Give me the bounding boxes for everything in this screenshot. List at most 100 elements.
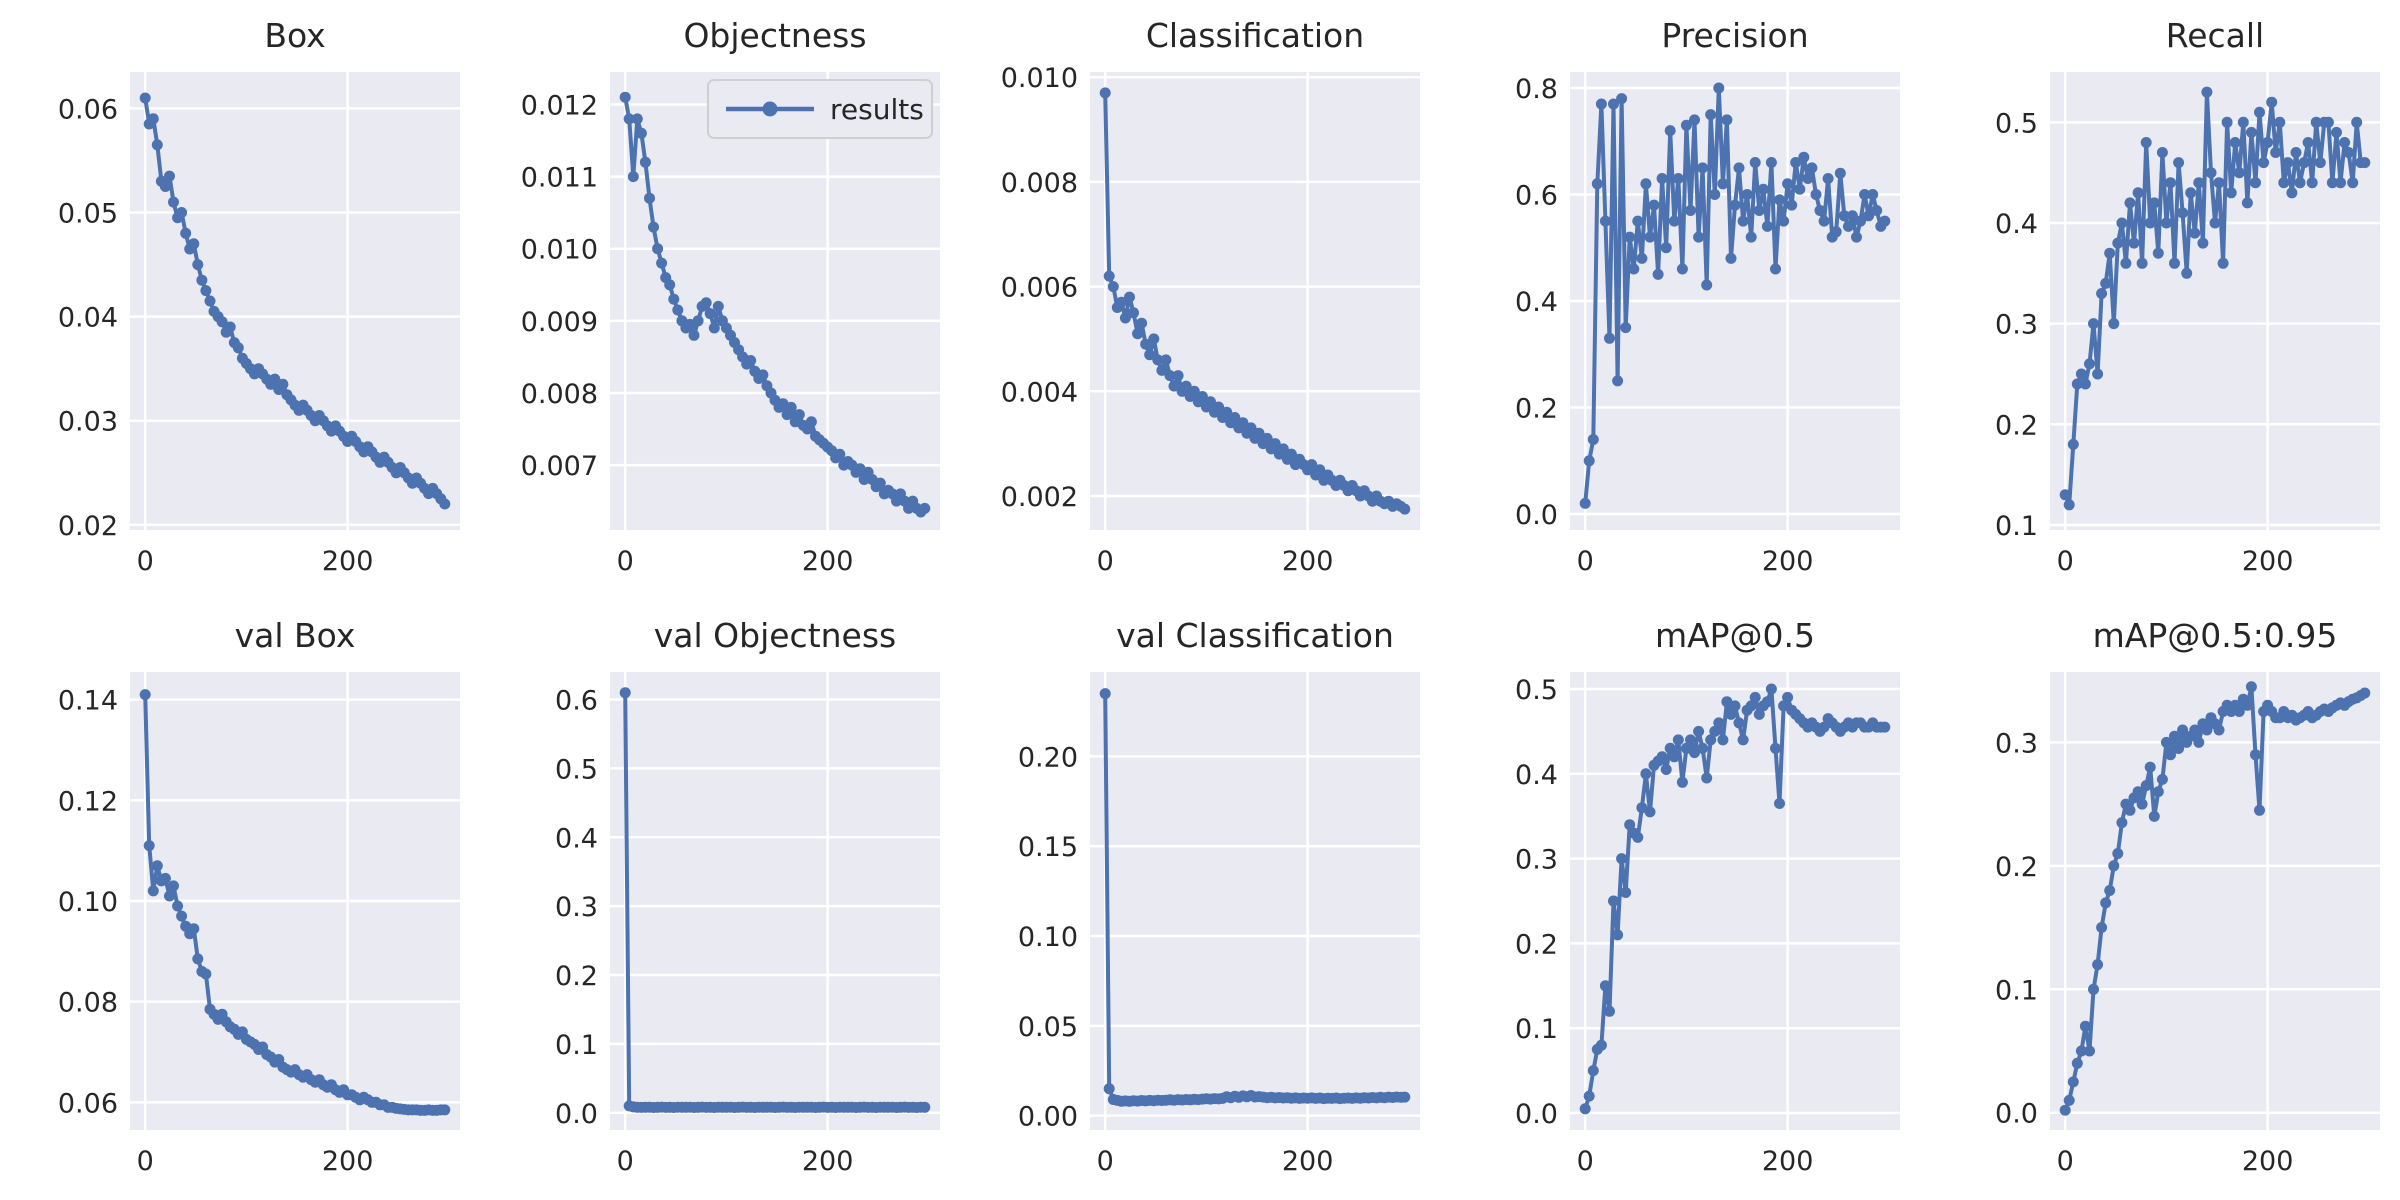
chart-title-val-box: val Box [234, 616, 356, 655]
subplot-recall: Recall 0.1 0.2 0.3 0.4 0.5 0 200 [1920, 0, 2400, 600]
svg-text:0.008: 0.008 [1001, 168, 1078, 199]
svg-text:0.14: 0.14 [58, 686, 118, 717]
svg-text:0.3: 0.3 [555, 892, 598, 923]
svg-text:0.5: 0.5 [1995, 108, 2038, 139]
svg-text:0.12: 0.12 [58, 786, 118, 817]
svg-text:200: 200 [802, 546, 854, 577]
svg-text:200: 200 [322, 1146, 374, 1177]
svg-text:0.05: 0.05 [58, 199, 118, 230]
svg-text:0.1: 0.1 [1995, 975, 2038, 1006]
svg-text:0.2: 0.2 [555, 961, 598, 992]
svg-text:0.1: 0.1 [1995, 511, 2038, 542]
svg-text:0.006: 0.006 [1001, 273, 1078, 304]
svg-text:0.3: 0.3 [1995, 310, 2038, 341]
svg-text:0.4: 0.4 [555, 823, 598, 854]
svg-text:0.08: 0.08 [58, 988, 118, 1019]
svg-text:0.3: 0.3 [1515, 845, 1558, 876]
svg-text:200: 200 [322, 546, 374, 577]
svg-text:0.4: 0.4 [1995, 209, 2038, 240]
svg-text:0: 0 [137, 546, 154, 577]
chart-canvas-map50: 0.0 0.1 0.2 0.3 0.4 0.5 0 200 [1515, 672, 1900, 1177]
subplot-map50: mAP@0.5 0.0 0.1 0.2 0.3 0.4 0.5 0 200 [1440, 600, 1920, 1200]
svg-text:0.5: 0.5 [555, 754, 598, 785]
chart-title-map50-95: mAP@0.5:0.95 [2092, 616, 2338, 655]
chart-title-box: Box [264, 16, 326, 55]
svg-text:0: 0 [1577, 1146, 1594, 1177]
svg-text:0.8: 0.8 [1515, 74, 1558, 105]
chart-title-precision: Precision [1661, 16, 1809, 55]
chart-canvas-map50-95: 0.0 0.1 0.2 0.3 0 200 [1995, 672, 2380, 1177]
subplot-classification: Classification 0.002 0.004 0.006 0.008 0.010… [960, 0, 1440, 600]
svg-text:0.2: 0.2 [1515, 394, 1558, 425]
svg-text:0.20: 0.20 [1018, 742, 1078, 773]
chart-canvas-val-objectness: 0.0 0.1 0.2 0.3 0.4 0.5 0.6 0 200 [555, 672, 940, 1177]
subplot-precision: Precision 0.0 0.2 0.4 0.6 0.8 0 200 [1440, 0, 1920, 600]
chart-canvas-objectness: 0.007 0.008 0.009 0.010 0.011 0.012 0 200 result… [521, 72, 940, 577]
svg-text:0.3: 0.3 [1995, 728, 2038, 759]
subplot-box: Box 0.02 0.03 0.04 0.05 0.06 0 200 [0, 0, 480, 600]
svg-text:0.007: 0.007 [521, 451, 598, 482]
svg-text:0.06: 0.06 [58, 94, 118, 125]
chart-canvas-classification: 0.002 0.004 0.006 0.008 0.010 0 200 [1001, 63, 1420, 577]
chart-canvas-val-box: 0.06 0.08 0.10 0.12 0.14 0 200 [58, 672, 460, 1177]
svg-text:0.1: 0.1 [555, 1030, 598, 1061]
svg-text:0: 0 [2057, 546, 2074, 577]
svg-text:0.10: 0.10 [58, 887, 118, 918]
svg-text:0: 0 [617, 1146, 634, 1177]
svg-text:results: results [830, 93, 924, 126]
chart-canvas-box: 0.02 0.03 0.04 0.05 0.06 0 200 [58, 72, 460, 577]
svg-text:0.008: 0.008 [521, 379, 598, 410]
svg-text:0: 0 [1097, 1146, 1114, 1177]
subplot-val-box: val Box 0.06 0.08 0.10 0.12 0.14 0 200 [0, 600, 480, 1200]
chart-canvas-recall: 0.1 0.2 0.3 0.4 0.5 0 200 [1995, 72, 2380, 577]
svg-text:0.004: 0.004 [1001, 377, 1078, 408]
svg-text:0.0: 0.0 [555, 1099, 598, 1130]
chart-title-objectness: Objectness [683, 16, 867, 55]
svg-text:0.06: 0.06 [58, 1088, 118, 1119]
chart-canvas-val-classification: 0.00 0.05 0.10 0.15 0.20 0 200 [1018, 672, 1420, 1177]
svg-text:0.6: 0.6 [555, 686, 598, 717]
svg-text:0.010: 0.010 [521, 235, 598, 266]
svg-text:0: 0 [137, 1146, 154, 1177]
svg-text:0.6: 0.6 [1515, 180, 1558, 211]
svg-text:200: 200 [1762, 1146, 1814, 1177]
svg-text:0.011: 0.011 [521, 163, 598, 194]
subplot-val-classification: val Classification 0.00 0.05 0.10 0.15 0.20 0… [960, 600, 1440, 1200]
svg-text:0.04: 0.04 [58, 303, 118, 334]
svg-text:0: 0 [1577, 546, 1594, 577]
subplot-val-objectness: val Objectness 0.0 0.1 0.2 0.3 0.4 0.5 0.6 0 200 [480, 600, 960, 1200]
svg-text:0.009: 0.009 [521, 307, 598, 338]
svg-text:0.10: 0.10 [1018, 922, 1078, 953]
svg-text:0.010: 0.010 [1001, 63, 1078, 94]
svg-text:0: 0 [617, 546, 634, 577]
svg-text:0.4: 0.4 [1515, 287, 1558, 318]
chart-title-map50: mAP@0.5 [1654, 616, 1816, 655]
svg-text:0: 0 [1097, 546, 1114, 577]
chart-title-val-classification: val Classification [1116, 616, 1394, 655]
svg-text:0.012: 0.012 [521, 90, 598, 121]
chart-canvas-precision: 0.0 0.2 0.4 0.6 0.8 0 200 [1515, 72, 1900, 577]
svg-text:0.15: 0.15 [1018, 832, 1078, 863]
svg-text:200: 200 [1762, 546, 1814, 577]
subplot-map50-95: mAP@0.5:0.95 0.0 0.1 0.2 0.3 0 200 [1920, 600, 2400, 1200]
svg-text:0.1: 0.1 [1515, 1014, 1558, 1045]
svg-text:0.03: 0.03 [58, 407, 118, 438]
svg-text:0.02: 0.02 [58, 511, 118, 542]
svg-text:0.0: 0.0 [1515, 1099, 1558, 1130]
svg-text:200: 200 [802, 1146, 854, 1177]
svg-text:0.5: 0.5 [1515, 675, 1558, 706]
svg-text:0.2: 0.2 [1515, 929, 1558, 960]
chart-title-classification: Classification [1145, 16, 1365, 55]
svg-text:0.05: 0.05 [1018, 1012, 1078, 1043]
svg-text:0.4: 0.4 [1515, 760, 1558, 791]
svg-text:0: 0 [2057, 1146, 2074, 1177]
chart-title-val-objectness: val Objectness [653, 616, 897, 655]
svg-text:200: 200 [2242, 546, 2294, 577]
svg-text:0.00: 0.00 [1018, 1102, 1078, 1133]
svg-text:200: 200 [1282, 546, 1334, 577]
svg-text:200: 200 [2242, 1146, 2294, 1177]
svg-text:0.2: 0.2 [1995, 410, 2038, 441]
svg-text:0.2: 0.2 [1995, 852, 2038, 883]
chart-title-recall: Recall [2165, 16, 2265, 55]
